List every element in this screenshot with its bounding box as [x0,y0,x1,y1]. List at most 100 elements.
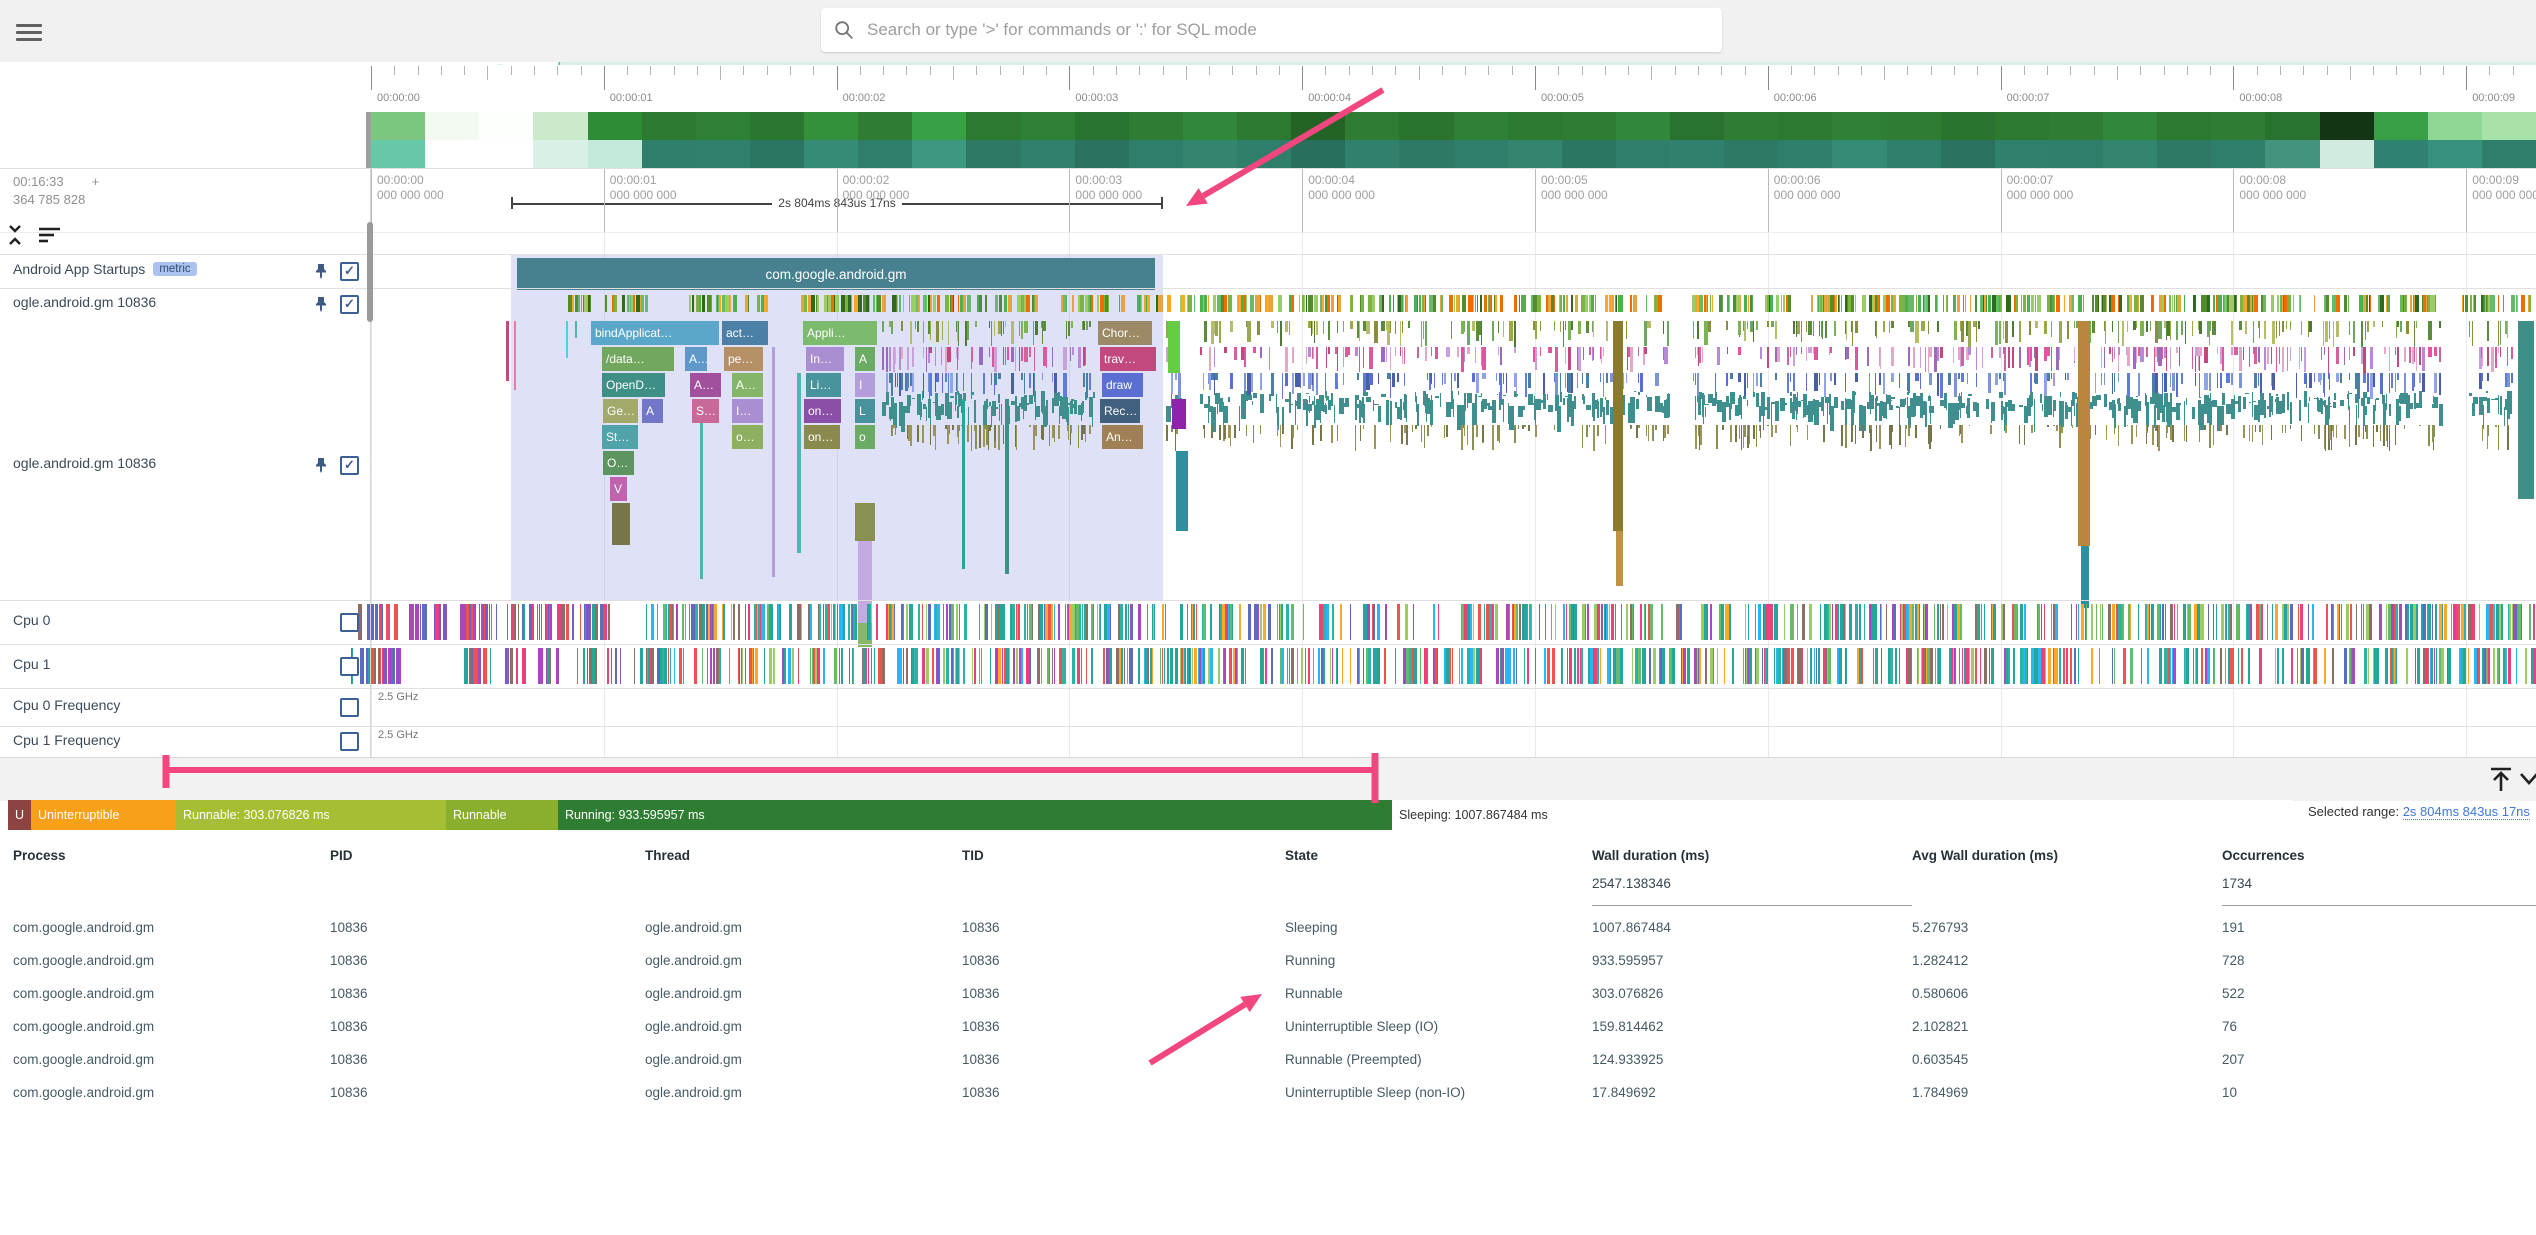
flame-slice[interactable] [1178,373,1181,398]
flame-slice[interactable] [1967,425,1969,428]
flame-slice[interactable] [1306,393,1309,395]
flame-slice[interactable] [1457,425,1459,448]
heatmap-cell[interactable] [2374,112,2429,140]
thread-state-slice[interactable] [1265,295,1268,312]
thread-state-slice[interactable] [2078,295,2082,312]
heatmap-cell[interactable] [2103,140,2158,168]
flame-slice[interactable] [994,373,996,385]
flame-slice[interactable] [2012,321,2014,337]
flame-slice[interactable] [1644,425,1646,429]
flame-slice[interactable] [1417,347,1419,358]
flame-slice[interactable] [1035,321,1038,335]
heatmap-cell[interactable] [1399,140,1454,168]
flame-slice[interactable] [1386,400,1388,425]
flame-slice[interactable] [1086,321,1087,330]
thread-state-slice[interactable] [2278,295,2279,312]
flame-slice[interactable] [1029,373,1031,387]
flame-slice[interactable] [958,373,961,380]
flame-slice[interactable] [2067,347,2069,370]
flame-slice[interactable] [1089,347,1091,362]
flame-slice[interactable] [1525,347,1527,369]
flame-slice[interactable] [1557,321,1559,345]
flame-slice[interactable] [1862,321,1865,346]
thread-state-slice[interactable] [633,295,636,312]
flame-slice[interactable] [979,347,982,365]
flame-slice[interactable] [1253,373,1256,382]
flame-slice[interactable] [915,373,916,384]
thread-state-slice[interactable] [1457,295,1459,312]
flame-slice[interactable] [1991,347,1993,358]
flame-slice[interactable] [1260,394,1264,413]
flame-slice[interactable] [1978,425,1980,439]
flame-slice[interactable] [942,425,944,446]
flame-slice[interactable] [1636,321,1637,330]
flame-slice[interactable] [958,347,959,373]
flame-slice[interactable] [2106,425,2108,440]
flame-slice[interactable] [1735,347,1737,355]
thread-state-slice[interactable] [1960,295,1962,312]
flame-slice[interactable] [1700,425,1702,445]
flame-slice[interactable] [1046,400,1048,426]
flame-slice[interactable] [1446,425,1448,437]
flame-slice[interactable] [1244,347,1246,367]
flame-slice[interactable] [1072,373,1073,392]
flame-slice[interactable] [1797,425,1799,432]
flame-slice[interactable] [1430,321,1431,336]
flame-slice[interactable] [1995,321,1997,345]
thread-state-slice[interactable] [2465,295,2467,312]
flame-slice[interactable] [1175,373,1177,380]
flame-slice[interactable] [1568,425,1570,428]
flame-slice[interactable] [1883,347,1885,361]
flame-slice[interactable] [1735,425,1737,442]
flame-slice[interactable] [1395,425,1397,449]
flame-slice[interactable] [1560,321,1561,332]
flame-slice[interactable] [1011,373,1014,394]
thread-state-slice[interactable] [1228,295,1232,312]
heatmap-cell[interactable] [1183,140,1238,168]
flame-slice[interactable] [2105,397,2107,405]
flame-slice[interactable] [1374,425,1376,449]
flame-slice[interactable] [1986,321,1988,336]
flame-slice[interactable] [1702,347,1703,363]
flame-slice[interactable] [1862,347,1865,371]
flame-slice[interactable] [1355,425,1357,432]
flame-slice[interactable] [1535,321,1537,339]
flame-slice[interactable] [975,321,977,327]
flame-slice[interactable] [891,321,892,334]
flame-slice[interactable] [2056,425,2058,431]
thread-state-slice[interactable] [1886,295,1890,312]
flame-slice[interactable] [1404,373,1405,386]
flame-slice[interactable] [2035,321,2038,328]
flame-slice[interactable] [886,425,888,447]
flame-slice[interactable] [1735,373,1737,392]
thread-state-slice[interactable] [768,295,771,312]
flame-slice[interactable] [905,406,909,412]
flame-slice[interactable] [1282,347,1283,369]
flame-slice[interactable] [1803,321,1804,329]
flame-slice[interactable] [1404,321,1405,330]
flame-slice[interactable] [1870,321,1873,332]
flame-slice[interactable] [2101,347,2102,368]
flame-slice[interactable] [1412,321,1415,338]
flame-slice[interactable] [1467,347,1471,354]
flame-slice[interactable] [1328,347,1330,354]
flame-slice[interactable] [1623,395,1625,415]
flame-slice[interactable] [1016,425,1018,450]
flame-slice[interactable] [1328,425,1330,431]
flame-slice[interactable] [1431,425,1433,447]
flame-slice[interactable] [1528,373,1532,388]
flame-slice[interactable] [1467,393,1472,403]
flame-slice[interactable] [1350,425,1352,448]
heatmap-cell[interactable] [1832,140,1887,168]
flame-slice[interactable] [1066,321,1067,339]
flame-slice[interactable] [1343,373,1344,385]
thread-state-slice[interactable] [1027,295,1031,312]
flame-slice[interactable] [1540,347,1541,356]
flame-slice[interactable] [1797,347,1800,365]
flame-slice[interactable] [1264,321,1267,336]
thread-state-slice[interactable] [811,295,815,312]
flame-slice[interactable] [1578,347,1581,371]
flame-slice[interactable] [1306,425,1308,450]
thread-state-slice[interactable] [591,295,594,312]
thread-state-slice[interactable] [2229,295,2231,312]
